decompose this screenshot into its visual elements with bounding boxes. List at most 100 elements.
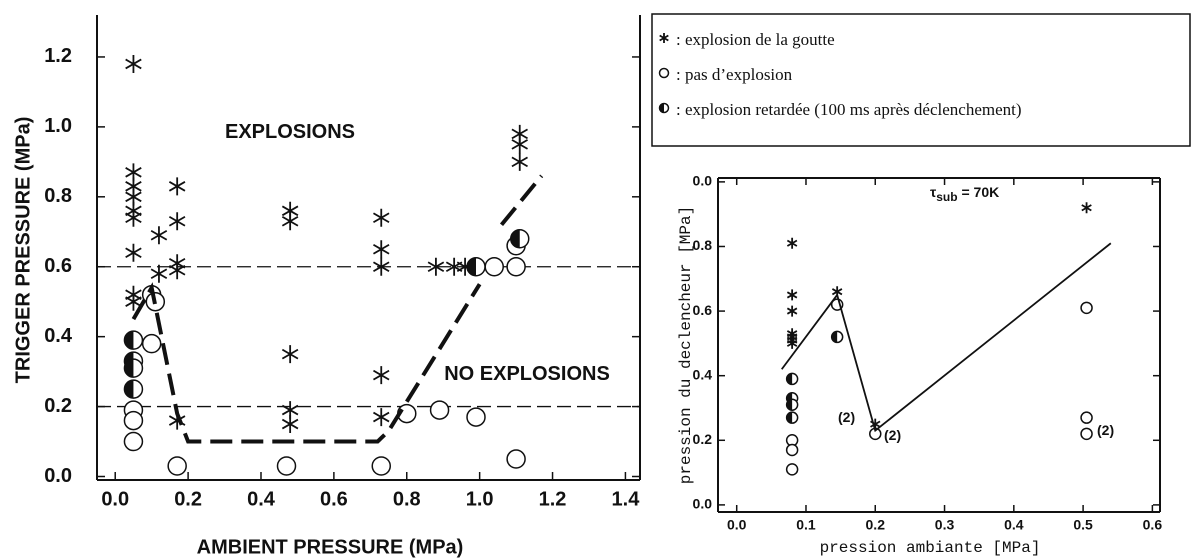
point bbox=[427, 257, 445, 276]
point bbox=[785, 443, 799, 457]
y-tick-label: 0.2 bbox=[44, 395, 72, 417]
x-tick-label: 0.6 bbox=[320, 488, 348, 510]
half-fill bbox=[124, 331, 134, 350]
point bbox=[786, 337, 798, 349]
point bbox=[373, 366, 390, 385]
annotation: τsub = 70K bbox=[930, 184, 999, 204]
annotation-subscript: sub bbox=[936, 190, 957, 204]
point bbox=[125, 243, 142, 262]
x-tick-label: 0.2 bbox=[174, 488, 202, 510]
half-fill bbox=[467, 257, 477, 276]
annotation-text: (2) bbox=[1097, 422, 1114, 438]
point bbox=[123, 358, 144, 378]
point bbox=[1080, 301, 1093, 315]
y-tick-label: 0.4 bbox=[44, 325, 73, 347]
point bbox=[830, 330, 844, 344]
legend-label: : explosion de la goutte bbox=[676, 30, 835, 49]
annotation-text: (2) bbox=[838, 409, 855, 425]
x-tick-label: 0.3 bbox=[935, 517, 955, 533]
point bbox=[511, 135, 528, 154]
legend: : explosion de la goutte : pas d’explosio… bbox=[658, 30, 1022, 119]
point bbox=[168, 261, 186, 280]
x-tick-label: 1.4 bbox=[612, 488, 641, 510]
point bbox=[150, 264, 168, 283]
point bbox=[429, 400, 450, 420]
legend-marker bbox=[658, 67, 670, 79]
half-fill bbox=[786, 399, 793, 411]
x-tick-label: 0.6 bbox=[1143, 517, 1163, 533]
y-tick-label: 0.4 bbox=[693, 366, 713, 382]
point bbox=[373, 240, 390, 259]
point bbox=[466, 256, 486, 277]
y-tick-label: 0.6 bbox=[693, 302, 713, 318]
y-tick-label: 1.0 bbox=[44, 115, 72, 137]
point bbox=[484, 256, 504, 277]
point bbox=[125, 54, 142, 73]
legend-label: : explosion retardée (100 ms après décle… bbox=[676, 100, 1022, 119]
x-tick-label: 1.0 bbox=[466, 488, 494, 510]
x-tick-label: 0.0 bbox=[101, 488, 129, 510]
y-axis-label: pression du declencheur [MPa] bbox=[677, 206, 695, 484]
x-axis-label: pression ambiante [MPa] bbox=[820, 539, 1041, 557]
y-tick-label: 0.0 bbox=[693, 173, 713, 189]
left-chart: 0.0 0.2 0.4 0.6 0.8 1.0 1.2 1.4 0.0 0.2 0.4 0.6 0.8 1… bbox=[12, 15, 641, 558]
point bbox=[168, 177, 186, 196]
point bbox=[123, 330, 144, 350]
annotation: (2) bbox=[1097, 422, 1114, 438]
point bbox=[125, 208, 142, 227]
half-fill bbox=[124, 359, 134, 378]
y-tick-label: 1.2 bbox=[44, 45, 72, 67]
annotation: EXPLOSIONS bbox=[225, 121, 355, 143]
x-tick-label: 0.4 bbox=[1004, 517, 1024, 533]
point bbox=[150, 226, 168, 245]
legend-label: : pas d’explosion bbox=[676, 65, 793, 84]
boundary-line bbox=[499, 174, 544, 227]
right-chart: 0.0 0.1 0.2 0.3 0.4 0.5 0.6 0.0 0.2 0.4 0.6 0.8 0.0 p… bbox=[677, 173, 1162, 558]
half-fill bbox=[786, 412, 793, 424]
point bbox=[123, 431, 144, 452]
point bbox=[786, 237, 798, 249]
point bbox=[123, 379, 144, 399]
half-fill bbox=[786, 373, 793, 385]
annotation-suffix: = 70K bbox=[958, 184, 1000, 200]
legend-box bbox=[651, 13, 1191, 147]
point bbox=[466, 407, 486, 427]
point bbox=[785, 411, 799, 424]
point bbox=[373, 208, 390, 227]
point bbox=[167, 456, 187, 476]
point bbox=[785, 398, 799, 412]
point bbox=[786, 289, 798, 301]
annotation-text: τ bbox=[930, 184, 937, 200]
point bbox=[123, 410, 144, 431]
point bbox=[373, 408, 390, 427]
half-fill bbox=[831, 331, 838, 343]
point bbox=[785, 463, 799, 476]
point bbox=[168, 212, 186, 231]
x-tick-label: 0.0 bbox=[727, 517, 747, 533]
y-tick-label: 0.0 bbox=[693, 496, 713, 512]
point bbox=[786, 305, 798, 317]
annotation-text: EXPLOSIONS bbox=[225, 121, 355, 143]
point bbox=[785, 372, 799, 386]
x-tick-label: 0.1 bbox=[796, 517, 816, 533]
annotation-text: NO EXPLOSIONS bbox=[444, 363, 610, 385]
x-tick-label: 0.5 bbox=[1073, 517, 1093, 533]
point bbox=[373, 257, 390, 276]
annotation: (2) bbox=[884, 427, 901, 443]
point bbox=[1080, 411, 1093, 424]
point bbox=[281, 345, 299, 364]
point bbox=[1081, 202, 1092, 214]
annotation: NO EXPLOSIONS bbox=[444, 363, 610, 385]
point bbox=[281, 212, 299, 231]
x-tick-label: 0.4 bbox=[247, 488, 276, 510]
half-fill bbox=[510, 229, 520, 248]
point bbox=[141, 333, 162, 354]
point bbox=[1080, 427, 1093, 441]
boundary-line bbox=[131, 282, 482, 444]
y-tick-label: 0.6 bbox=[44, 255, 72, 277]
annotation-text: (2) bbox=[884, 427, 901, 443]
annotation: (2) bbox=[838, 409, 855, 425]
y-axis-label: TRIGGER PRESSURE (MPa) bbox=[12, 117, 34, 384]
point bbox=[125, 292, 142, 311]
